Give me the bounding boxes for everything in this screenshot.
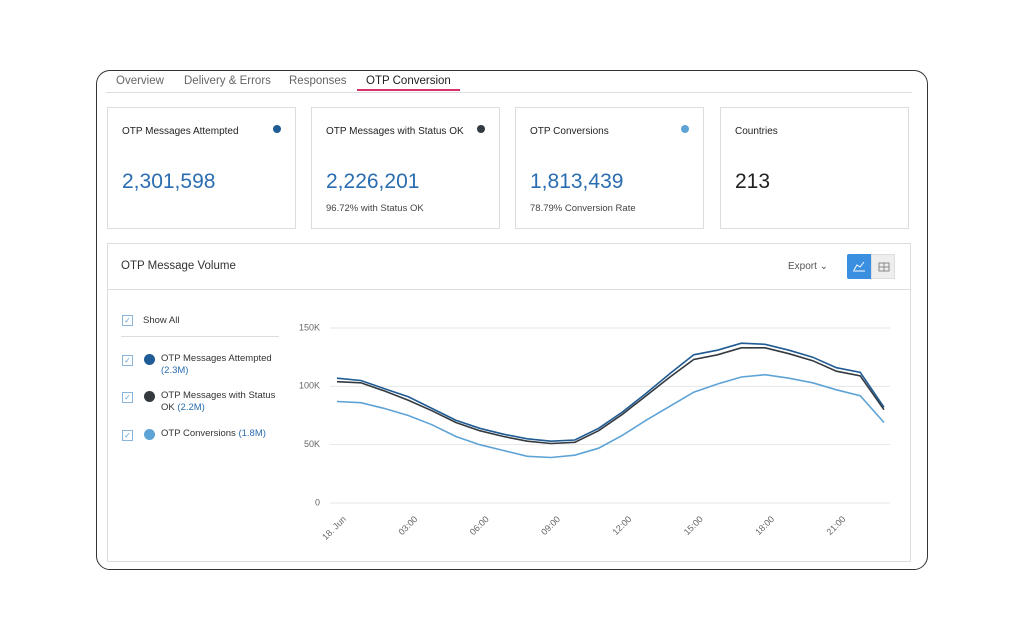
card-value: 213 (735, 170, 771, 193)
card-value: 1,813,439 (530, 170, 624, 193)
card-dot (477, 125, 485, 133)
line-icon (853, 261, 865, 272)
card-title: Countries (735, 126, 778, 137)
legend-label: OTP Messages Attempted (161, 353, 272, 364)
legend-total: (2.3M) (161, 365, 189, 376)
legend-checkbox[interactable]: ✓ (122, 355, 133, 366)
export-button[interactable]: Export ⌄ (788, 261, 829, 272)
stat-card: OTP Messages with Status OK 2,226,201 96.7… (311, 107, 500, 229)
window-frame (96, 70, 928, 570)
legend-label: OTP Messages with Status OK (161, 390, 276, 413)
card-value: 2,301,598 (122, 170, 216, 193)
legend-checkbox[interactable]: ✓ (122, 392, 133, 403)
card-subtitle: 78.79% Conversion Rate (530, 203, 636, 214)
legend-swatch (144, 429, 155, 440)
legend-label: OTP Conversions (161, 428, 236, 439)
stat-card: OTP Messages Attempted 2,301,598 (107, 107, 296, 229)
tab[interactable]: OTP Conversion (357, 75, 460, 91)
card-value: 2,226,201 (326, 170, 420, 193)
legend-entry[interactable]: OTP Messages with Status OK (2.2M) (161, 390, 281, 414)
panel-title: OTP Message Volume (121, 260, 236, 272)
show-all-label: Show All (143, 315, 180, 326)
table-icon (878, 262, 890, 272)
card-title: OTP Messages Attempted (122, 126, 239, 137)
show-all-checkbox[interactable]: ✓ (122, 315, 133, 326)
tab[interactable]: Overview (116, 75, 164, 87)
line-view-button[interactable] (847, 254, 871, 279)
legend-total: (2.2M) (177, 402, 205, 413)
chart-panel (107, 243, 911, 562)
card-subtitle: 96.72% with Status OK (326, 203, 424, 214)
panel-divider (107, 289, 911, 290)
legend-checkbox[interactable]: ✓ (122, 430, 133, 441)
card-dot (681, 125, 689, 133)
legend-total: (1.8M) (238, 428, 266, 439)
stat-card: Countries 213 (720, 107, 909, 229)
legend-swatch (144, 391, 155, 402)
tab-divider (106, 92, 912, 93)
tab[interactable]: Responses (289, 75, 347, 87)
table-view-button[interactable] (871, 254, 895, 279)
tab[interactable]: Delivery & Errors (184, 75, 271, 87)
card-dot (273, 125, 281, 133)
stat-card: OTP Conversions 1,813,439 78.79% Conversio… (515, 107, 704, 229)
legend-entry[interactable]: OTP Messages Attempted (2.3M) (161, 353, 281, 377)
export-label: Export (788, 261, 817, 272)
legend-entry[interactable]: OTP Conversions (1.8M) (161, 428, 281, 440)
legend-divider (121, 336, 279, 337)
card-title: OTP Messages with Status OK (326, 126, 464, 137)
card-title: OTP Conversions (530, 126, 609, 137)
legend-swatch (144, 354, 155, 365)
